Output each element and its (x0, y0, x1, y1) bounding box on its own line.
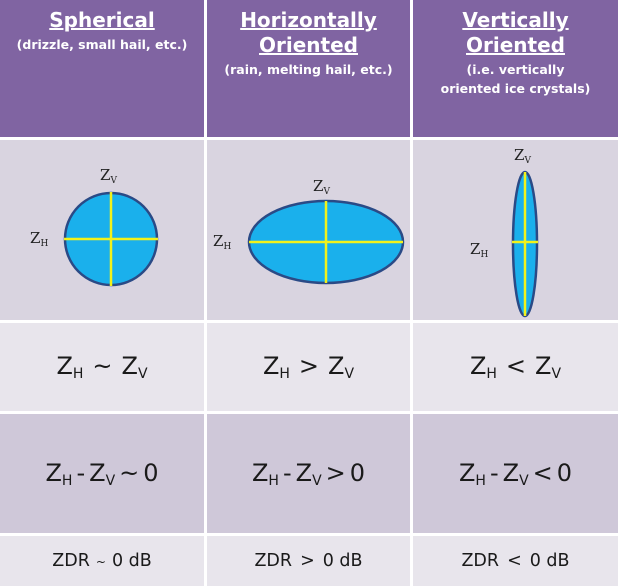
zdr-value: ZDR <0 dB (461, 551, 570, 571)
reflectivity-relation: ZH ~ ZV (56, 352, 148, 382)
reflectivity-relation: ZH > ZV (262, 352, 355, 382)
header-spherical: Spherical (drizzle, small hail, etc.) (0, 0, 204, 137)
difference-cell-vertical: ZH - ZV <0 (413, 414, 618, 533)
subtitle-vertical: (i.e. vertically oriented ice crystals) (440, 62, 591, 96)
zdr-cell-spherical: ZDR ~0 dB (0, 536, 204, 586)
shape-cell-spherical: ZV ZH (0, 140, 204, 320)
zv-label: ZV (514, 146, 531, 166)
oblate-diagram: ZV ZH (213, 177, 405, 285)
difference-relation: ZH - ZV ~0 (45, 458, 159, 489)
zv-label: ZV (100, 166, 117, 186)
zh-label: ZH (30, 229, 48, 249)
subtitle-horizontal: (rain, melting hail, etc.) (224, 62, 393, 77)
relation-cell-spherical: ZH ~ ZV (0, 323, 204, 411)
shape-cell-horizontal: ZV ZH (207, 140, 410, 320)
title-vertical-line1: Vertically (462, 8, 569, 32)
sphere-diagram: ZV ZH (30, 166, 159, 287)
zh-label: ZH (470, 240, 488, 260)
difference-cell-horizontal: ZH - ZV >0 (207, 414, 410, 533)
reflectivity-relation: ZH < ZV (469, 352, 562, 382)
prolate-diagram: ZV ZH (470, 146, 539, 318)
zdr-cell-horizontal: ZDR >0 dB (207, 536, 410, 586)
title-horizontal-line1: Horizontally (240, 8, 377, 32)
zdr-value: ZDR >0 dB (254, 551, 363, 571)
zh-label: ZH (213, 232, 231, 252)
title-vertical-line2: Oriented (466, 33, 565, 57)
header-vertical: Vertically Oriented (i.e. vertically ori… (413, 0, 618, 137)
zv-label: ZV (313, 177, 330, 197)
title-horizontal-line2: Oriented (259, 33, 358, 57)
title-spherical: Spherical (49, 8, 155, 32)
relation-cell-vertical: ZH < ZV (413, 323, 618, 411)
zdr-value: ZDR ~0 dB (52, 551, 152, 571)
difference-cell-spherical: ZH - ZV ~0 (0, 414, 204, 533)
shape-cell-vertical: ZV ZH (413, 140, 618, 320)
difference-relation: ZH - ZV >0 (251, 458, 366, 489)
subtitle-spherical: (drizzle, small hail, etc.) (16, 37, 188, 52)
difference-relation: ZH - ZV <0 (458, 458, 573, 489)
zdr-cell-vertical: ZDR <0 dB (413, 536, 618, 586)
header-horizontal: Horizontally Oriented (rain, melting hai… (207, 0, 410, 137)
relation-cell-horizontal: ZH > ZV (207, 323, 410, 411)
